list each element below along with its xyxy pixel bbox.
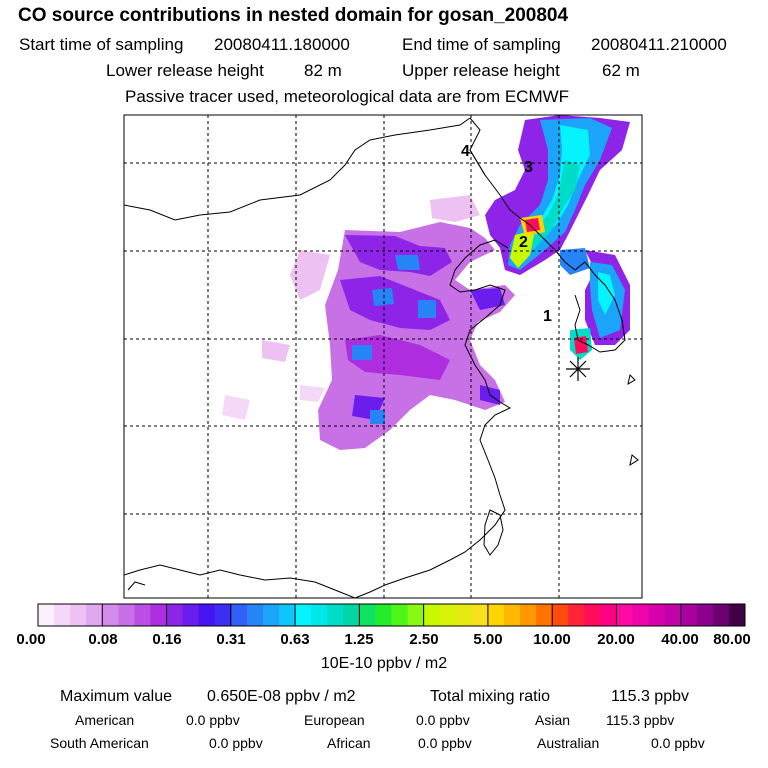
end-time-label: End time of sampling bbox=[402, 35, 561, 54]
african-label: African bbox=[327, 735, 371, 751]
colorbar bbox=[37, 603, 746, 627]
map-area bbox=[124, 115, 642, 598]
colorbar-swatch bbox=[70, 604, 87, 626]
colorbar-swatch bbox=[696, 604, 714, 626]
end-time-value: 20080411.210000 bbox=[591, 35, 727, 54]
colorbar-swatch bbox=[520, 604, 537, 626]
lower-height-label: Lower release height bbox=[106, 61, 264, 80]
chart-title: CO source contributions in nested domain… bbox=[18, 5, 569, 26]
colorbar-swatch bbox=[584, 604, 601, 626]
south-american-value: 0.0 ppbv bbox=[209, 735, 263, 751]
colorbar-swatch bbox=[150, 604, 168, 626]
start-time-label: Start time of sampling bbox=[19, 35, 184, 54]
colorbar-swatch bbox=[439, 604, 457, 626]
max-value: 0.650E-08 ppbv / m2 bbox=[207, 688, 356, 705]
total-mixing-value: 115.3 ppbv bbox=[611, 688, 689, 705]
coastlines bbox=[124, 117, 639, 598]
colorbar-swatch bbox=[359, 604, 376, 626]
colorbar-swatch bbox=[455, 604, 473, 626]
asian-label: Asian bbox=[535, 712, 571, 728]
colorbar-swatch bbox=[343, 604, 360, 626]
colorbar-tick: 1.25 bbox=[344, 631, 374, 648]
lower-height-value: 82 m bbox=[304, 61, 342, 80]
plume-northeast bbox=[485, 115, 630, 360]
european-value: 0.0 ppbv bbox=[416, 712, 470, 728]
colorbar-swatch bbox=[166, 604, 184, 626]
colorbar-swatch bbox=[279, 604, 296, 626]
african-value: 0.0 ppbv bbox=[418, 735, 472, 751]
colorbar-swatch bbox=[230, 604, 248, 626]
colorbar-tick: 40.00 bbox=[661, 631, 699, 648]
american-value: 0.0 ppbv bbox=[186, 712, 240, 728]
max-value-label: Maximum value bbox=[60, 688, 173, 705]
colorbar-swatch bbox=[391, 604, 409, 626]
colorbar-swatch bbox=[134, 604, 151, 626]
colorbar-swatch bbox=[86, 604, 103, 626]
upper-height-label: Upper release height bbox=[402, 61, 560, 80]
colorbar-tick: 0.08 bbox=[88, 631, 118, 648]
australian-label: Australian bbox=[537, 735, 600, 751]
colorbar-swatch bbox=[680, 604, 698, 626]
marker-3: 3 bbox=[524, 159, 533, 176]
start-time-value: 20080411.180000 bbox=[214, 35, 350, 54]
colorbar-swatch bbox=[54, 604, 71, 626]
colorbar-frame bbox=[37, 603, 746, 627]
colorbar-swatch bbox=[648, 604, 666, 626]
colorbar-units: 10E-10 ppbv / m2 bbox=[320, 655, 448, 672]
total-mixing-label: Total mixing ratio bbox=[430, 688, 551, 705]
colorbar-swatch bbox=[487, 604, 505, 626]
colorbar-tick: 5.00 bbox=[473, 631, 503, 648]
plume-blue bbox=[352, 255, 436, 424]
tracer-note: Passive tracer used, meteorological data… bbox=[125, 87, 570, 106]
upper-height-value: 62 m bbox=[602, 61, 640, 80]
colorbar-tick: 0.00 bbox=[16, 631, 46, 648]
marker-1: 1 bbox=[543, 308, 552, 325]
colorbar-tick: 20.00 bbox=[597, 631, 635, 648]
colorbar-swatch bbox=[375, 604, 392, 626]
colorbar-swatch bbox=[118, 604, 135, 626]
colorbar-swatch bbox=[311, 604, 328, 626]
colorbar-swatch bbox=[423, 604, 441, 626]
colorbar-swatch bbox=[728, 604, 746, 626]
receptor-asterisk-icon bbox=[566, 357, 590, 381]
colorbar-swatch bbox=[632, 604, 650, 626]
colorbar-swatch bbox=[327, 604, 344, 626]
colorbar-swatch bbox=[600, 604, 617, 626]
graticule bbox=[124, 115, 642, 598]
colorbar-swatch bbox=[552, 604, 569, 626]
colorbar-swatch bbox=[616, 604, 634, 626]
colorbar-swatch bbox=[198, 604, 216, 626]
colorbar-swatch bbox=[38, 604, 55, 626]
marker-4: 4 bbox=[461, 143, 470, 160]
map-frame bbox=[123, 114, 643, 599]
american-label: American bbox=[75, 712, 135, 728]
colorbar-tick: 80.00 bbox=[713, 631, 751, 648]
colorbar-tick: 0.31 bbox=[216, 631, 246, 648]
european-label: European bbox=[304, 712, 365, 728]
colorbar-swatch bbox=[712, 604, 730, 626]
colorbar-swatch bbox=[536, 604, 553, 626]
colorbar-swatch bbox=[214, 604, 232, 626]
colorbar-tick: 0.16 bbox=[152, 631, 182, 648]
south-american-label: South American bbox=[50, 735, 149, 751]
marker-2: 2 bbox=[519, 234, 528, 251]
colorbar-swatch bbox=[246, 604, 264, 626]
colorbar-tick: 0.63 bbox=[280, 631, 310, 648]
colorbar-swatch bbox=[503, 604, 521, 626]
colorbar-swatch bbox=[295, 604, 312, 626]
australian-value: 0.0 ppbv bbox=[651, 735, 705, 751]
colorbar-swatch bbox=[664, 604, 682, 626]
colorbar-swatch bbox=[407, 604, 425, 626]
colorbar-tick: 2.50 bbox=[409, 631, 439, 648]
colorbar-swatch bbox=[182, 604, 200, 626]
colorbar-tick: 10.00 bbox=[533, 631, 571, 648]
colorbar-swatch bbox=[262, 604, 280, 626]
colorbar-swatch bbox=[568, 604, 585, 626]
colorbar-swatch bbox=[102, 604, 119, 626]
asian-value: 115.3 ppbv bbox=[606, 712, 675, 728]
colorbar-swatch bbox=[471, 604, 489, 626]
